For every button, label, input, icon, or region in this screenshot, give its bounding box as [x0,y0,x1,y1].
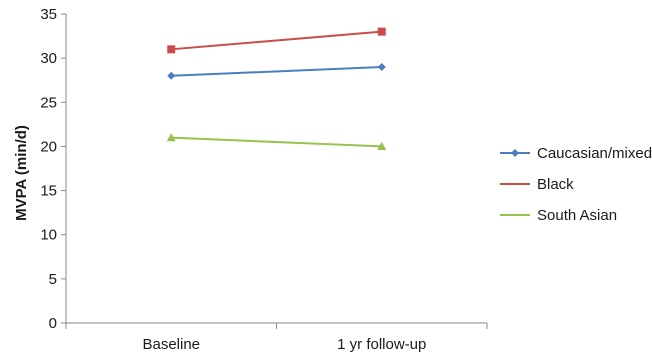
data-point [166,133,176,142]
y-tick-label: 35 [40,6,57,23]
y-tick-label: 20 [40,138,57,155]
y-tick-label: 0 [49,315,57,332]
legend-item: Caucasian/mixed [500,145,652,162]
data-point [377,141,387,151]
x-tick-label: 1 yr follow-up [337,336,426,353]
y-tick-label: 25 [40,94,57,111]
axes [65,14,487,324]
legend-label: Caucasian/mixed [537,145,652,162]
data-point [377,27,386,36]
legend-swatch-marker [511,149,519,157]
data-point [167,45,176,54]
x-axis-ticks: Baseline 1 yr follow-up [65,323,488,353]
data-point [167,71,176,80]
series-lines [166,27,387,151]
y-tick-label: 30 [40,50,57,67]
legend-label: Black [537,176,574,193]
legend-label: South Asian [537,207,617,224]
y-tick-label: 15 [40,183,57,200]
y-tick-label: 10 [40,227,57,244]
y-axis-title-group: MVPA (min/d) [13,125,30,221]
x-tick-label: Baseline [142,336,200,353]
series-black [167,27,386,54]
y-axis-ticks: 0 5 10 15 20 25 30 35 [40,6,66,332]
data-point [377,62,386,71]
series-line [171,136,382,148]
series-line [171,65,382,77]
series-line [171,30,382,51]
series-south-asian [166,133,387,151]
legend-item: Black [500,176,574,193]
legend-item: South Asian [500,207,617,224]
legend: Caucasian/mixed Black South Asian [500,145,652,224]
y-tick-label: 5 [49,271,57,288]
series-caucasian-mixed [167,62,386,80]
y-axis-title: MVPA (min/d) [13,125,30,221]
